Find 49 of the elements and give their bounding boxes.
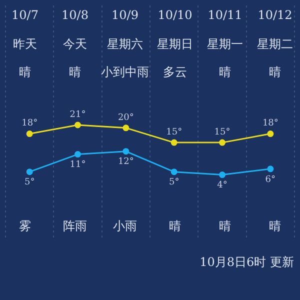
point <box>122 124 130 132</box>
data-label: 12° <box>118 157 134 168</box>
data-label: 6° <box>265 174 276 185</box>
text: 晴 <box>218 218 232 235</box>
point <box>170 168 178 176</box>
text: 小到中雨 <box>100 64 150 81</box>
text: 晴 <box>218 64 232 81</box>
point <box>74 151 81 158</box>
text: 晴 <box>68 64 82 81</box>
point <box>267 130 274 138</box>
text: 星期二 <box>256 36 294 53</box>
text: 小雨 <box>112 218 138 235</box>
point <box>170 139 178 146</box>
text: 晴 <box>268 64 282 81</box>
text: 雾 <box>18 218 32 235</box>
point <box>26 168 33 176</box>
point <box>26 130 33 138</box>
x-tick-label: 10/11 <box>206 8 244 22</box>
data-label: 21° <box>70 110 86 120</box>
data-label: 5° <box>24 178 35 188</box>
x-tick-label: 10/12 <box>256 8 294 22</box>
x-tick-label: 10/10 <box>156 8 194 22</box>
text: 多云 <box>162 64 188 81</box>
text: 阵雨 <box>62 218 88 235</box>
point <box>267 166 274 172</box>
text: 星期一 <box>206 36 244 53</box>
text: 10月8日6时 更新 <box>200 254 294 271</box>
text: 晴 <box>18 64 32 81</box>
text: 今天 <box>62 36 88 53</box>
text: 星期六 <box>106 36 144 53</box>
x-tick-label: 10/9 <box>110 8 140 22</box>
text: 晴 <box>168 218 182 235</box>
x-tick-label: 10/8 <box>60 8 90 22</box>
data-label: 18° <box>22 118 38 129</box>
point <box>122 148 130 155</box>
data-label: 20° <box>118 112 134 123</box>
data-label: 4° <box>217 180 228 191</box>
point <box>74 122 81 128</box>
data-label: 15° <box>214 127 230 138</box>
point <box>219 139 226 146</box>
text: 昨天 <box>12 36 38 53</box>
text: 晴 <box>268 218 282 235</box>
data-label: 15° <box>166 127 182 138</box>
data-label: 11° <box>70 160 86 170</box>
text: 星期日 <box>156 36 194 53</box>
x-tick-label: 10/7 <box>10 8 40 22</box>
point <box>219 172 226 178</box>
data-label: 18° <box>262 118 278 129</box>
data-label: 5° <box>168 178 180 188</box>
